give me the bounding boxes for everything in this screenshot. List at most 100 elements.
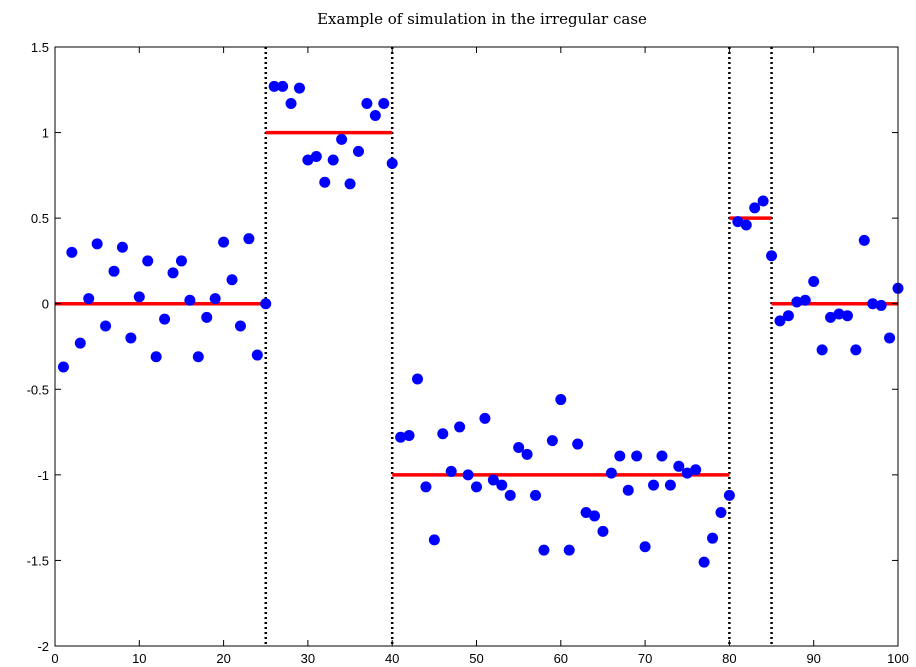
data-point — [572, 438, 584, 450]
plot-frame — [54, 46, 899, 647]
data-point — [454, 421, 466, 433]
data-point — [782, 310, 794, 322]
data-point — [833, 308, 845, 320]
data-point — [293, 82, 305, 94]
data-point — [690, 464, 702, 476]
data-point — [858, 234, 870, 246]
data-point — [808, 275, 820, 287]
x-axis: 0 10 20 30 40 50 60 70 80 90 100 — [51, 47, 909, 666]
data-point — [496, 479, 508, 491]
data-point — [175, 255, 187, 267]
data-point — [884, 332, 896, 344]
data-point — [774, 315, 786, 327]
x-tick-label: 10 — [132, 651, 146, 666]
data-point — [310, 151, 322, 163]
data-point — [83, 293, 95, 305]
data-point — [201, 311, 213, 323]
y-tick-label: 0 — [42, 297, 49, 312]
x-tick-label: 80 — [722, 651, 736, 666]
data-point — [100, 320, 112, 332]
x-tick-label: 40 — [385, 651, 399, 666]
data-point — [142, 255, 154, 267]
data-point — [850, 344, 862, 356]
data-point — [715, 507, 727, 519]
data-point — [546, 435, 558, 447]
data-point — [411, 373, 423, 385]
data-point — [209, 293, 221, 305]
data-point — [66, 246, 78, 258]
y-axis: 1.5 1 0.5 0 -0.5 -1 -1.5 -2 — [27, 40, 898, 654]
data-point — [91, 238, 103, 250]
x-tick-label: 0 — [51, 651, 58, 666]
data-point — [184, 294, 196, 306]
data-point — [597, 525, 609, 537]
data-point — [226, 274, 238, 286]
data-point — [740, 219, 752, 231]
data-point — [285, 97, 297, 109]
data-point — [234, 320, 246, 332]
data-point — [875, 299, 887, 311]
data-point — [841, 310, 853, 322]
data-point — [192, 351, 204, 363]
data-point — [260, 298, 272, 310]
data-point — [479, 412, 491, 424]
data-point — [218, 236, 230, 248]
data-point — [589, 510, 601, 522]
data-point — [133, 291, 145, 303]
data-point — [471, 481, 482, 493]
data-point — [555, 394, 567, 406]
data-point — [563, 544, 575, 556]
data-point — [445, 465, 457, 477]
data-point — [580, 507, 592, 519]
data-point — [664, 479, 676, 491]
data-point — [243, 233, 255, 245]
data-point — [437, 428, 449, 440]
data-point — [656, 450, 668, 462]
data-point — [605, 467, 617, 479]
data-point — [268, 80, 280, 92]
data-point — [487, 474, 499, 486]
data-point — [639, 541, 651, 553]
data-point — [530, 489, 542, 501]
data-point — [799, 294, 811, 306]
data-point — [327, 154, 339, 166]
y-tick-label: 1.5 — [31, 40, 49, 55]
data-point — [277, 80, 289, 92]
data-point — [361, 97, 373, 109]
y-tick-label: 1 — [42, 126, 49, 141]
x-tick-label: 50 — [469, 651, 483, 666]
data-point — [108, 265, 120, 277]
y-tick-label: -0.5 — [27, 382, 49, 397]
x-tick-label: 30 — [301, 651, 315, 666]
data-point — [336, 133, 348, 145]
data-point — [344, 178, 356, 190]
data-point — [369, 109, 381, 121]
data-point — [403, 429, 415, 441]
data-point — [681, 467, 693, 479]
data-point — [57, 361, 69, 373]
data-point — [420, 481, 432, 493]
data-point — [631, 450, 643, 462]
data-point — [766, 250, 778, 262]
data-point — [428, 534, 440, 546]
data-point — [116, 241, 128, 253]
y-tick-label: 0.5 — [31, 211, 49, 226]
x-tick-label: 100 — [887, 651, 909, 666]
data-point — [538, 544, 550, 556]
data-point — [622, 484, 634, 496]
data-point — [462, 469, 474, 481]
data-point — [74, 337, 86, 349]
data-point — [673, 460, 685, 472]
data-point — [167, 267, 179, 279]
data-point — [648, 479, 660, 491]
data-point — [521, 448, 533, 460]
data-point — [352, 145, 364, 157]
data-point — [707, 532, 719, 544]
y-tick-label: -1 — [37, 468, 49, 483]
data-point — [723, 489, 735, 501]
data-point — [732, 216, 744, 228]
data-point — [816, 344, 828, 356]
data-point — [125, 332, 137, 344]
data-point — [251, 349, 263, 361]
